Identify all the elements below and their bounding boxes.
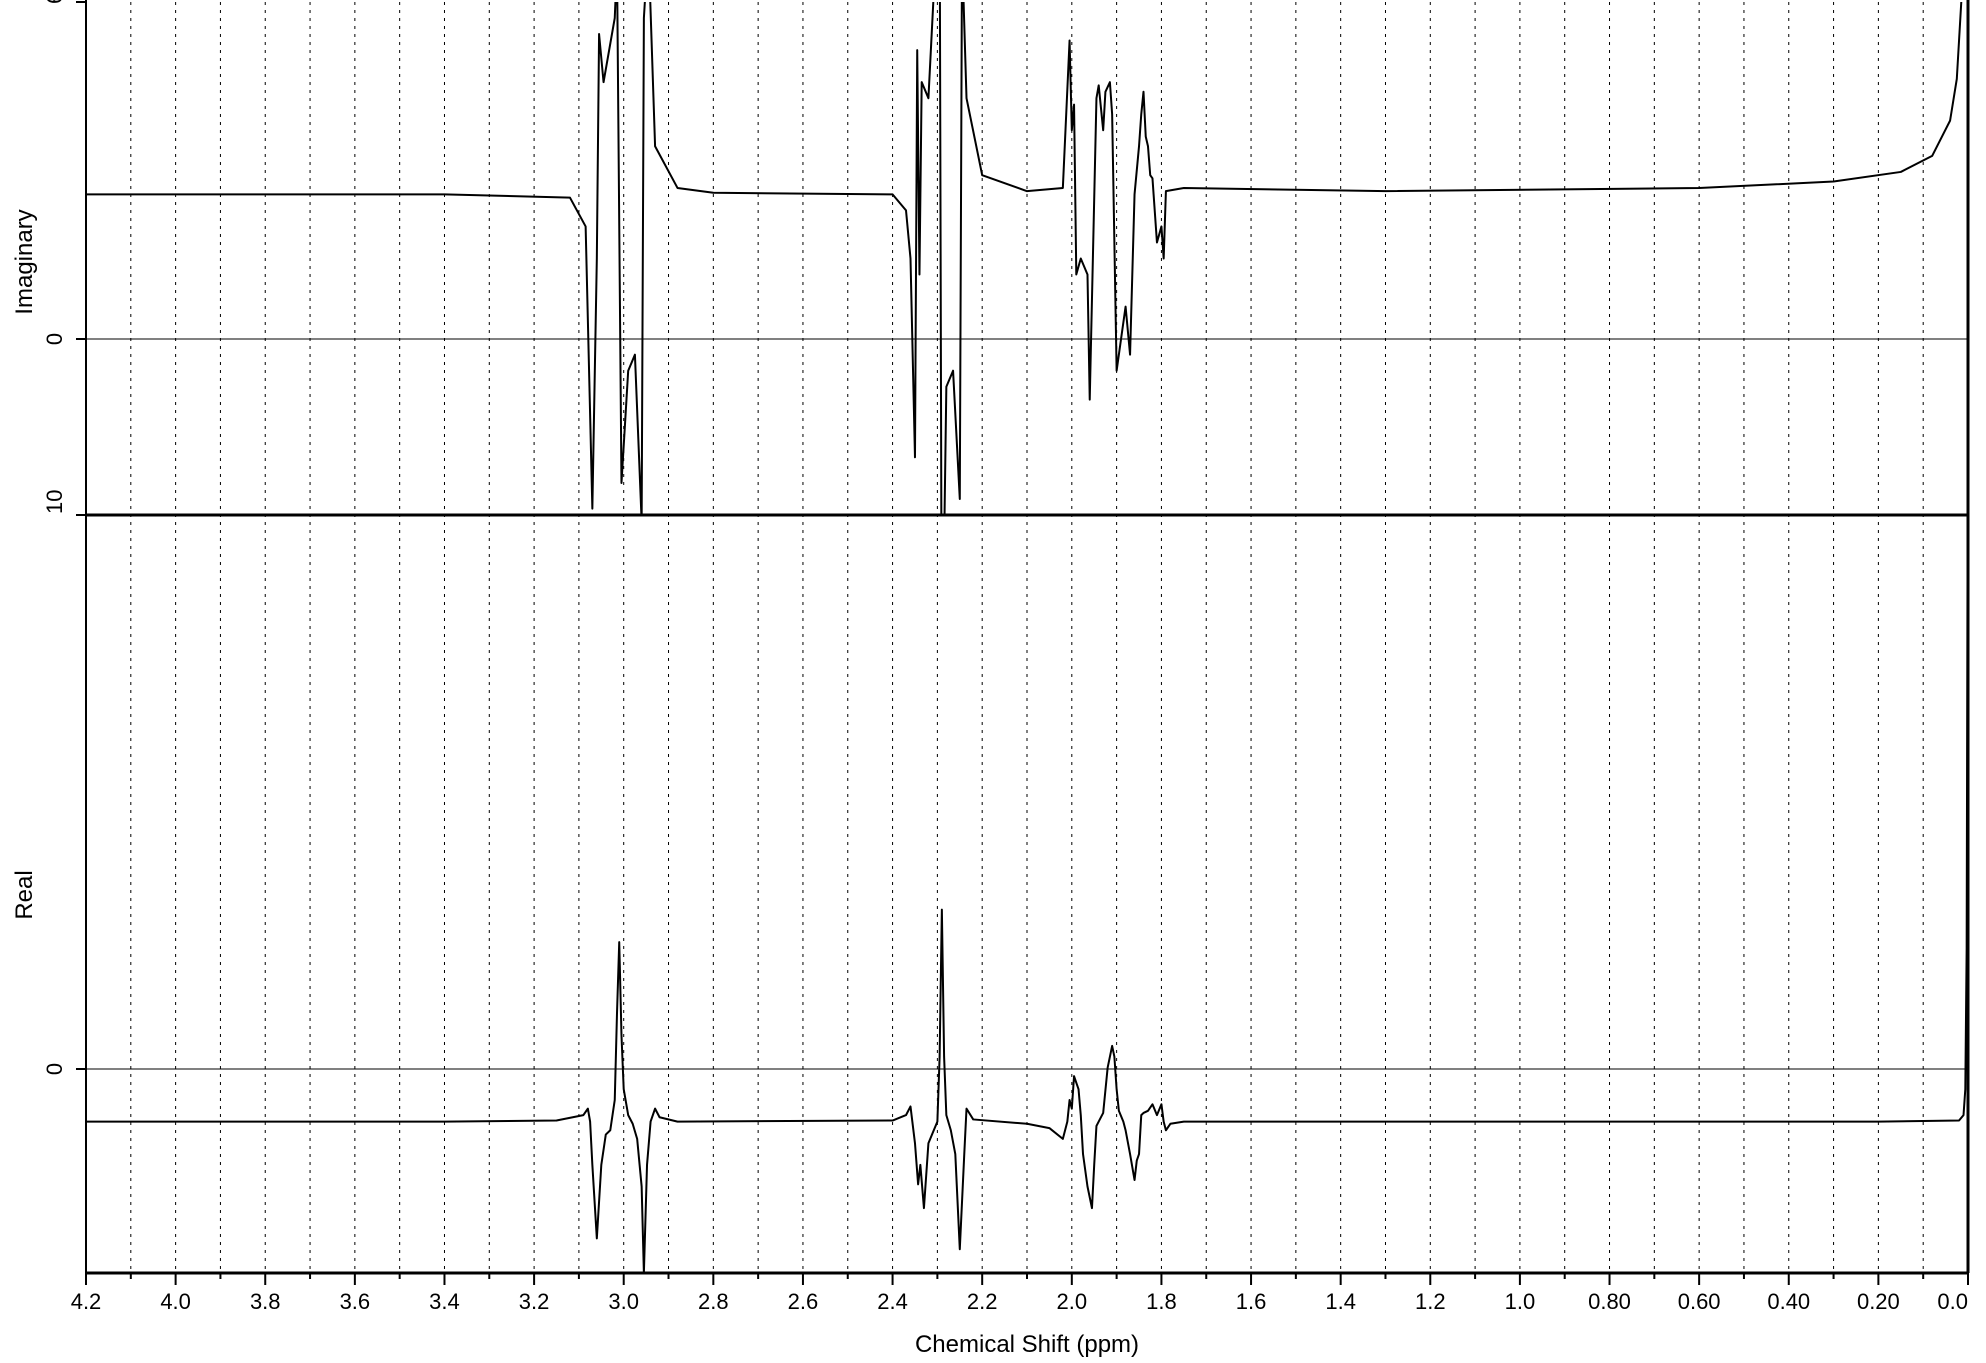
x-tick-label: 3.0 <box>608 1289 639 1314</box>
x-tick-label: 2.2 <box>967 1289 998 1314</box>
x-tick-label: 1.6 <box>1236 1289 1267 1314</box>
x-tick-label: 2.4 <box>877 1289 908 1314</box>
imag-zero-tick-label: 0 <box>42 333 67 345</box>
series-imaginary <box>86 2 1963 514</box>
x-axis-label: Chemical Shift (ppm) <box>915 1331 1139 1358</box>
x-tick-label: 2.0 <box>1057 1289 1088 1314</box>
x-tick-label: 0.60 <box>1678 1289 1721 1314</box>
x-tick-label: 0.80 <box>1588 1289 1631 1314</box>
imaginary-axis-label: Imaginary <box>11 209 38 314</box>
x-axis-ticks: 4.2 4.0 3.8 3.6 3.4 3.2 3.0 2.8 2.6 2.4 2.2 2.0 1.8 1… <box>71 1273 1969 1314</box>
x-tick-label: 1.8 <box>1146 1289 1177 1314</box>
x-tick-label: 4.2 <box>71 1289 102 1314</box>
x-tick-label: 3.2 <box>519 1289 550 1314</box>
imag-bottom-tick-label: 10 <box>42 490 67 514</box>
x-tick-label: 3.8 <box>250 1289 281 1314</box>
x-tick-label: 0.0 <box>1937 1289 1968 1314</box>
vertical-gridlines <box>130 2 1924 1273</box>
zero-baselines <box>86 338 1968 1070</box>
x-tick-label: 4.0 <box>160 1289 191 1314</box>
imag-top-tick-label: 6 <box>42 0 67 4</box>
x-tick-label: 0.20 <box>1857 1289 1900 1314</box>
x-tick-label: 2.8 <box>698 1289 729 1314</box>
real-axis-label: Real <box>11 870 38 919</box>
x-tick-label: 1.0 <box>1505 1289 1536 1314</box>
real-zero-tick-label: 0 <box>42 1063 67 1075</box>
x-tick-label: 3.6 <box>340 1289 371 1314</box>
y-axis-ticks: 6 0 10 0 <box>42 0 86 1075</box>
series-real <box>86 516 1968 1273</box>
x-tick-label: 2.6 <box>788 1289 819 1314</box>
x-tick-label: 0.40 <box>1767 1289 1810 1314</box>
x-tick-label: 3.4 <box>429 1289 460 1314</box>
x-tick-label: 1.2 <box>1415 1289 1446 1314</box>
x-tick-label: 1.4 <box>1325 1289 1356 1314</box>
